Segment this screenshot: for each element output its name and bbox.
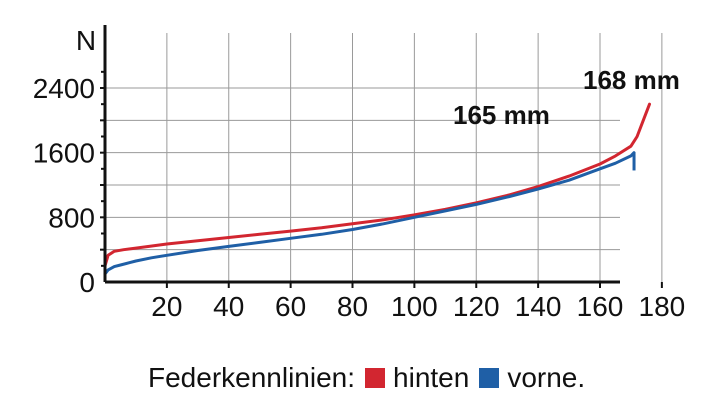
legend-swatch-hinten <box>365 368 386 388</box>
x-tick-label: 80 <box>337 291 368 322</box>
grid <box>105 33 663 282</box>
x-tick-label: 120 <box>453 291 500 322</box>
legend-label-vorne: vorne. <box>507 362 586 393</box>
x-tick-label: 180 <box>639 291 686 322</box>
legend-swatch-vorne <box>479 368 500 388</box>
x-tick-label: 100 <box>391 291 438 322</box>
axis-ticks <box>100 70 663 288</box>
annotation-165mm: 165 mm <box>453 100 550 130</box>
legend-title: Federkennlinien: <box>148 362 356 393</box>
x-tick-label: 20 <box>151 291 182 322</box>
y-tick-label: 0 <box>79 267 95 298</box>
series-group <box>103 102 651 276</box>
tick-labels: 20 40 60 80 100 120 140 160 180 0 800 1600 2400 <box>33 73 686 322</box>
annotations: 165 mm 168 mm <box>453 65 680 130</box>
series-line-vorne <box>103 151 636 276</box>
x-tick-label: 140 <box>515 291 562 322</box>
x-tick-label: 160 <box>577 291 624 322</box>
legend-label-hinten: hinten <box>393 362 470 393</box>
y-axis-label: N <box>76 25 96 56</box>
annotation-168mm: 168 mm <box>583 65 680 95</box>
y-tick-label: 800 <box>48 202 95 233</box>
x-tick-label: 40 <box>213 291 244 322</box>
series-line-hinten <box>103 102 651 268</box>
y-tick-label: 1600 <box>33 138 95 169</box>
legend: Federkennlinien: hinten vorne. <box>148 360 585 396</box>
y-tick-label: 2400 <box>33 73 95 104</box>
x-tick-label: 60 <box>275 291 306 322</box>
